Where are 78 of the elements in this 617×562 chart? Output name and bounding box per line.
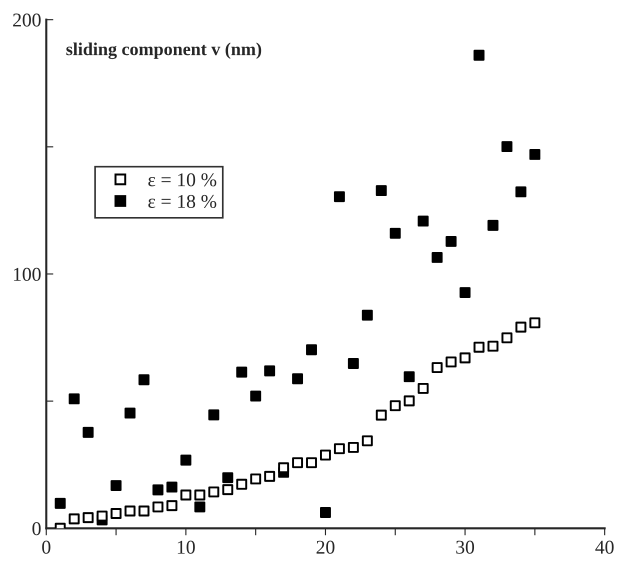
point <box>376 410 387 421</box>
point <box>166 482 178 493</box>
point <box>250 473 262 484</box>
point <box>208 409 220 420</box>
point <box>474 50 484 61</box>
x-tick-label: 0 <box>42 540 50 554</box>
legend-label: ε = 10 % <box>148 173 216 186</box>
point <box>515 186 526 198</box>
point <box>180 454 192 466</box>
legend-label: ε = 18 % <box>148 194 216 208</box>
point <box>166 500 178 512</box>
point <box>138 506 150 516</box>
point <box>488 220 498 231</box>
point <box>264 365 276 376</box>
point <box>250 390 262 402</box>
point <box>404 395 415 406</box>
point <box>390 228 401 239</box>
point <box>488 340 498 352</box>
point <box>334 443 345 454</box>
point <box>348 442 359 453</box>
point <box>529 148 540 160</box>
point <box>320 507 331 518</box>
point <box>152 501 164 512</box>
point <box>418 216 429 227</box>
point <box>376 185 387 196</box>
point <box>460 352 471 364</box>
point <box>501 332 512 344</box>
point <box>110 480 122 492</box>
point <box>292 373 304 384</box>
point <box>320 450 331 461</box>
point <box>68 393 80 404</box>
point <box>362 310 373 321</box>
point <box>152 484 164 496</box>
point <box>501 141 512 152</box>
point <box>124 408 136 419</box>
point <box>236 478 248 490</box>
x-tick-label: 20 <box>316 540 334 554</box>
point <box>529 317 540 328</box>
point <box>348 358 359 369</box>
point <box>362 435 373 446</box>
point <box>194 489 206 500</box>
point <box>515 322 526 333</box>
y-tick-label: 100 <box>14 268 41 281</box>
point <box>446 356 457 368</box>
y-tick-label: 0 <box>32 522 41 536</box>
point <box>54 498 66 509</box>
point <box>82 512 94 524</box>
point <box>432 362 443 374</box>
point <box>264 470 276 482</box>
point <box>460 287 471 298</box>
x-tick-label: 30 <box>456 540 474 554</box>
point <box>334 191 345 202</box>
point <box>194 501 206 512</box>
point <box>418 382 429 394</box>
point <box>110 508 122 520</box>
x-tick-label: 10 <box>178 540 195 554</box>
point <box>222 484 234 496</box>
point <box>432 252 443 263</box>
x-tick-label: 40 <box>595 540 614 554</box>
point <box>124 506 136 516</box>
point <box>292 457 304 468</box>
point <box>68 513 80 524</box>
point <box>404 371 415 382</box>
point <box>474 342 484 353</box>
point <box>222 472 234 484</box>
point <box>138 374 150 386</box>
point <box>306 457 317 468</box>
point <box>180 489 192 500</box>
point <box>208 486 220 498</box>
point <box>96 510 108 522</box>
point <box>446 236 457 247</box>
point <box>82 426 94 438</box>
point <box>278 462 290 474</box>
text: sliding component v (nm) <box>66 42 262 60</box>
y-tick-label: 200 <box>13 13 41 27</box>
point <box>390 400 401 412</box>
point <box>306 344 317 356</box>
point <box>236 366 248 378</box>
